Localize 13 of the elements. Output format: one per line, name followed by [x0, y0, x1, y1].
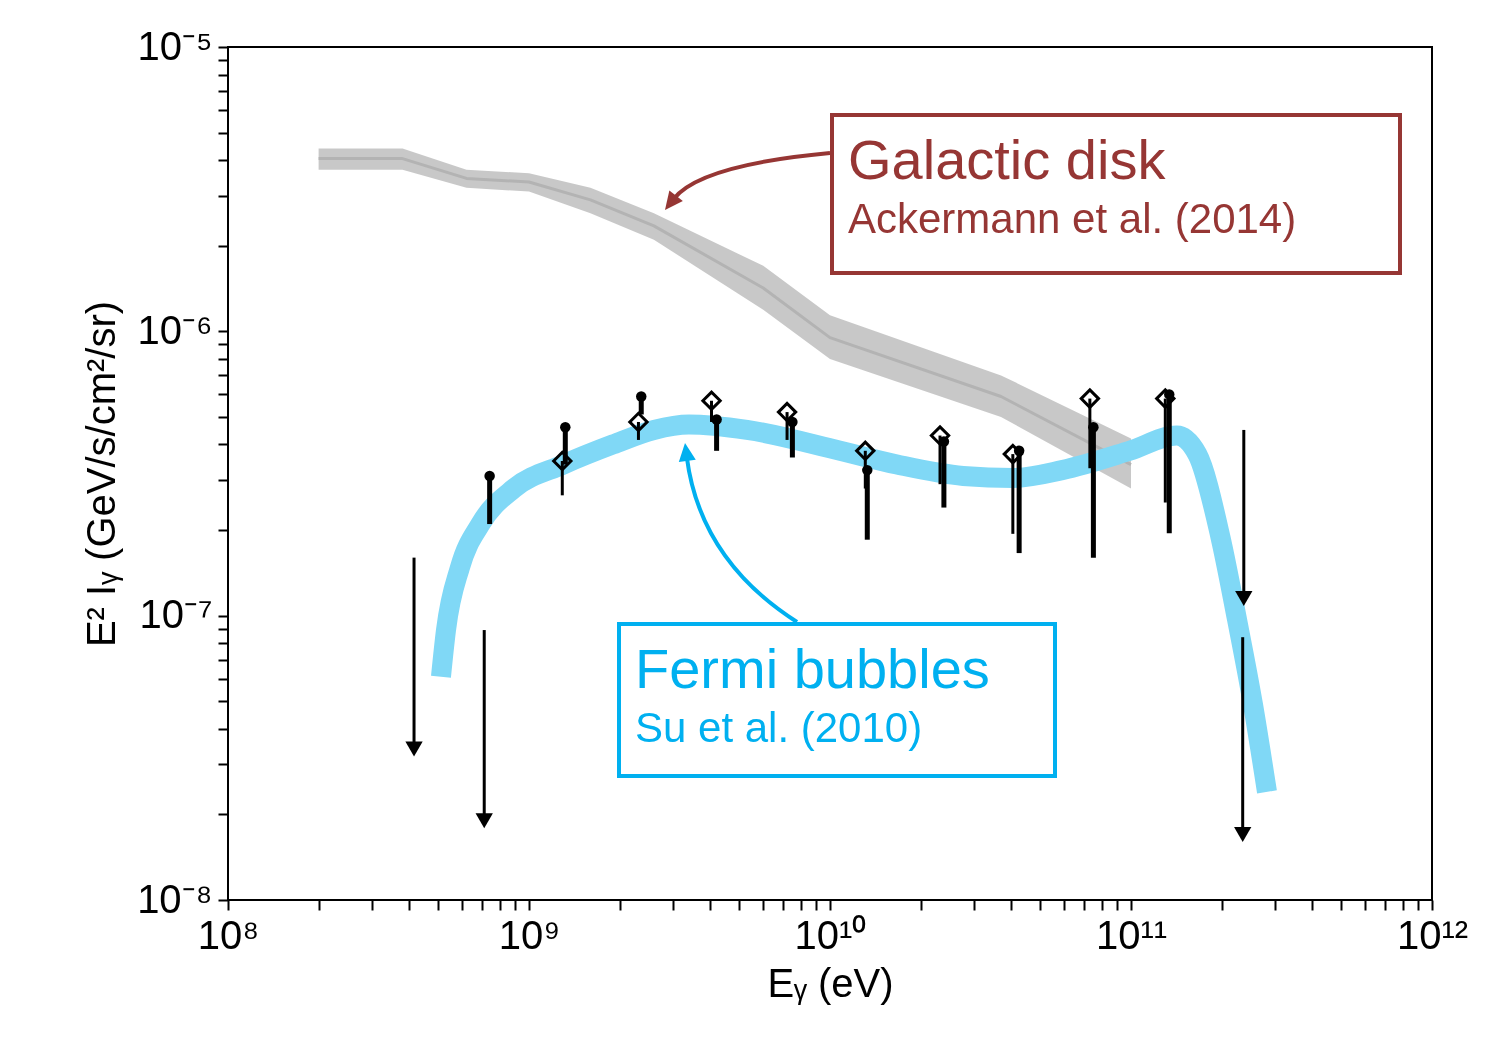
annotation: Galactic disk	[848, 127, 1167, 193]
x-tick-label: 10¹²	[1396, 912, 1469, 957]
y-tick-label: 10⁻⁷	[139, 592, 213, 637]
annotation: Su et al. (2010)	[635, 703, 924, 753]
x-axis-title: Eᵧ (eV)	[767, 960, 894, 1005]
y-tick-label: 10⁻⁶	[137, 307, 213, 352]
x-tick-label: 10⁹	[498, 912, 561, 957]
x-tick-label: 10¹¹	[1095, 912, 1168, 957]
y-tick-label: 10⁻⁵	[137, 23, 213, 68]
annotation: Fermi bubbles	[635, 636, 990, 702]
annotation: Ackermann et al. (2014)	[848, 194, 1297, 244]
y-axis-title: E² Iᵧ (GeV/s/cm²/sr)	[79, 300, 124, 648]
x-tick-label: 10¹⁰	[794, 912, 867, 957]
